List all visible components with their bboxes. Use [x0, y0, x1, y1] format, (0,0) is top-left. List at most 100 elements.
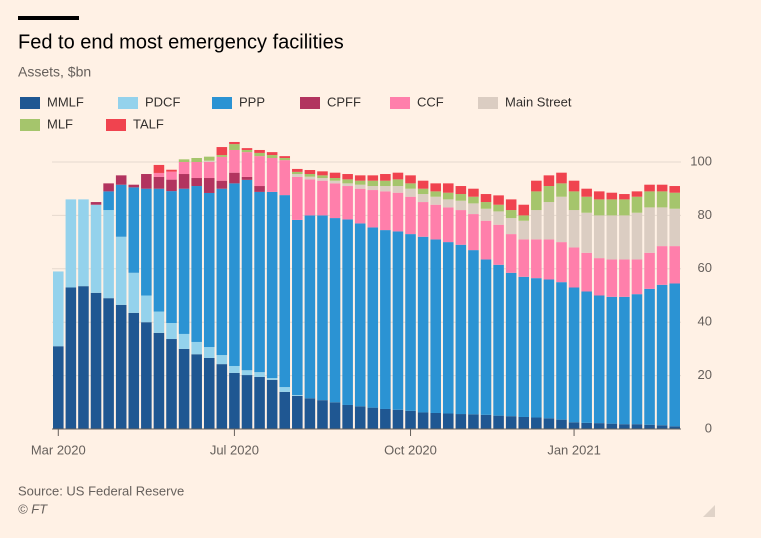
- bar-segment: [229, 141, 240, 145]
- bar-segment: [115, 236, 127, 305]
- bar-segment: [455, 200, 467, 211]
- bar-segment: [405, 196, 416, 235]
- bar-segment: [455, 414, 467, 429]
- bar-segment: [518, 416, 530, 429]
- bar-segment: [329, 218, 341, 403]
- bar-segment: [392, 179, 404, 187]
- bar-segment: [367, 227, 379, 408]
- legend-label: MLF: [47, 116, 73, 131]
- bar-segment: [656, 284, 668, 426]
- bar-segment: [380, 191, 391, 231]
- bar-segment: [103, 210, 114, 299]
- bar-segment: [329, 180, 341, 184]
- bar-segment: [380, 180, 391, 187]
- bar-segment: [606, 423, 618, 429]
- bar-segment: [141, 188, 152, 296]
- y-tick-label: 60: [698, 260, 712, 275]
- bar-segment: [619, 424, 630, 429]
- bar-segment: [619, 199, 630, 216]
- bar-segment: [292, 395, 303, 429]
- bar-segment: [556, 172, 567, 184]
- legend-swatch: [478, 97, 498, 109]
- bar-segment: [254, 191, 265, 373]
- bar-segment: [292, 176, 303, 220]
- bar-segment: [669, 246, 680, 284]
- bar-segment: [266, 191, 278, 379]
- bar-segment: [455, 244, 467, 415]
- bar-segment: [53, 346, 64, 429]
- bar-segment: [581, 291, 592, 423]
- bar-segment: [367, 190, 379, 228]
- x-tick-label: Mar 2020: [31, 442, 86, 457]
- bar-segment: [417, 188, 429, 195]
- bar-segment: [304, 398, 316, 429]
- bar-segment: [581, 422, 592, 429]
- bar-segment: [342, 174, 353, 180]
- bar-segment: [568, 287, 580, 423]
- bar-segment: [317, 180, 328, 216]
- bar-segment: [518, 204, 530, 216]
- bar-segment: [380, 230, 391, 409]
- bar-segment: [103, 298, 114, 429]
- bar-segment: [493, 195, 504, 205]
- credit: © FT: [18, 501, 48, 516]
- bar-segment: [342, 183, 353, 187]
- bar-segment: [292, 219, 303, 396]
- bar-segment: [342, 186, 353, 220]
- bar-segment: [669, 208, 680, 247]
- bar-segment: [241, 148, 253, 150]
- legend-label: Main Street: [505, 94, 572, 109]
- bar-segment: [417, 180, 429, 189]
- bar-segment: [405, 175, 416, 184]
- bar-segment: [266, 155, 278, 158]
- y-tick-label: 100: [690, 153, 712, 168]
- bar-segment: [153, 188, 165, 312]
- bar-segment: [442, 199, 454, 208]
- bar-segment: [568, 191, 580, 211]
- bar-segment: [669, 283, 680, 427]
- bar-segment: [593, 191, 605, 200]
- bar-segment: [644, 424, 655, 429]
- bar-segment: [178, 188, 190, 334]
- bar-segment: [442, 183, 454, 193]
- bar-segment: [593, 423, 605, 429]
- bar-segment: [342, 179, 353, 184]
- bar-segment: [354, 188, 366, 224]
- bar-segment: [65, 287, 77, 429]
- bar-segment: [543, 202, 555, 240]
- bar-segment: [115, 175, 127, 185]
- bar-segment: [266, 379, 278, 429]
- bar-segment: [279, 387, 291, 392]
- bar-segment: [505, 218, 517, 235]
- bar-segment: [656, 207, 668, 247]
- bar-segment: [191, 178, 202, 187]
- bar-segment: [631, 259, 643, 295]
- bar-segment: [354, 223, 366, 407]
- bar-segment: [531, 417, 542, 429]
- bar-segment: [493, 211, 504, 225]
- bar-segment: [153, 176, 165, 189]
- bar-segment: [292, 174, 303, 177]
- bar-segment: [493, 224, 504, 265]
- bar-segment: [644, 191, 655, 208]
- bar-segment: [493, 264, 504, 416]
- bar-segment: [53, 271, 64, 347]
- bar-segment: [669, 426, 680, 429]
- bar-segment: [606, 215, 618, 260]
- bar-segment: [317, 400, 328, 429]
- bar-segment: [216, 155, 228, 157]
- bar-segment: [178, 159, 190, 162]
- bar-segment: [203, 156, 215, 161]
- x-tick-label: Jan 2021: [547, 442, 601, 457]
- bar-segment: [229, 372, 240, 429]
- bar-segment: [329, 178, 341, 181]
- bar-segment: [216, 364, 228, 429]
- bar-segment: [266, 157, 278, 192]
- bar-segment: [141, 322, 152, 429]
- bar-segment: [254, 156, 265, 187]
- bar-segment: [329, 172, 341, 179]
- bar-segment: [128, 184, 140, 188]
- bar-segment: [115, 184, 127, 237]
- bar-segment: [619, 296, 630, 425]
- bar-segment: [241, 370, 253, 376]
